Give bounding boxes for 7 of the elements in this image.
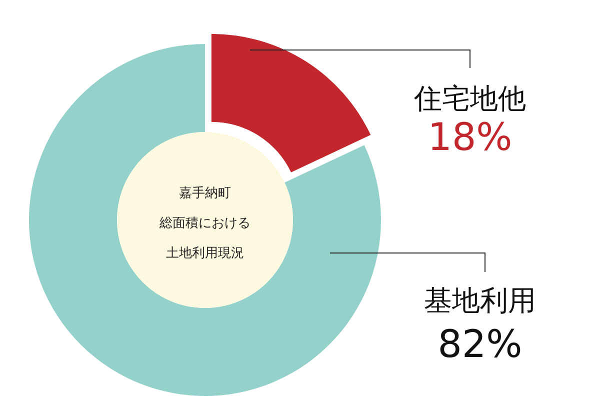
- data-label: 18%: [428, 115, 512, 159]
- slice-label: 住宅地他: [413, 82, 526, 115]
- slice-label: 基地利用: [424, 284, 536, 317]
- data-label: 82%: [438, 322, 522, 366]
- text: 総面積における: [158, 216, 250, 231]
- text: 嘉手納町: [179, 186, 231, 201]
- text: 土地利用現況: [166, 246, 244, 261]
